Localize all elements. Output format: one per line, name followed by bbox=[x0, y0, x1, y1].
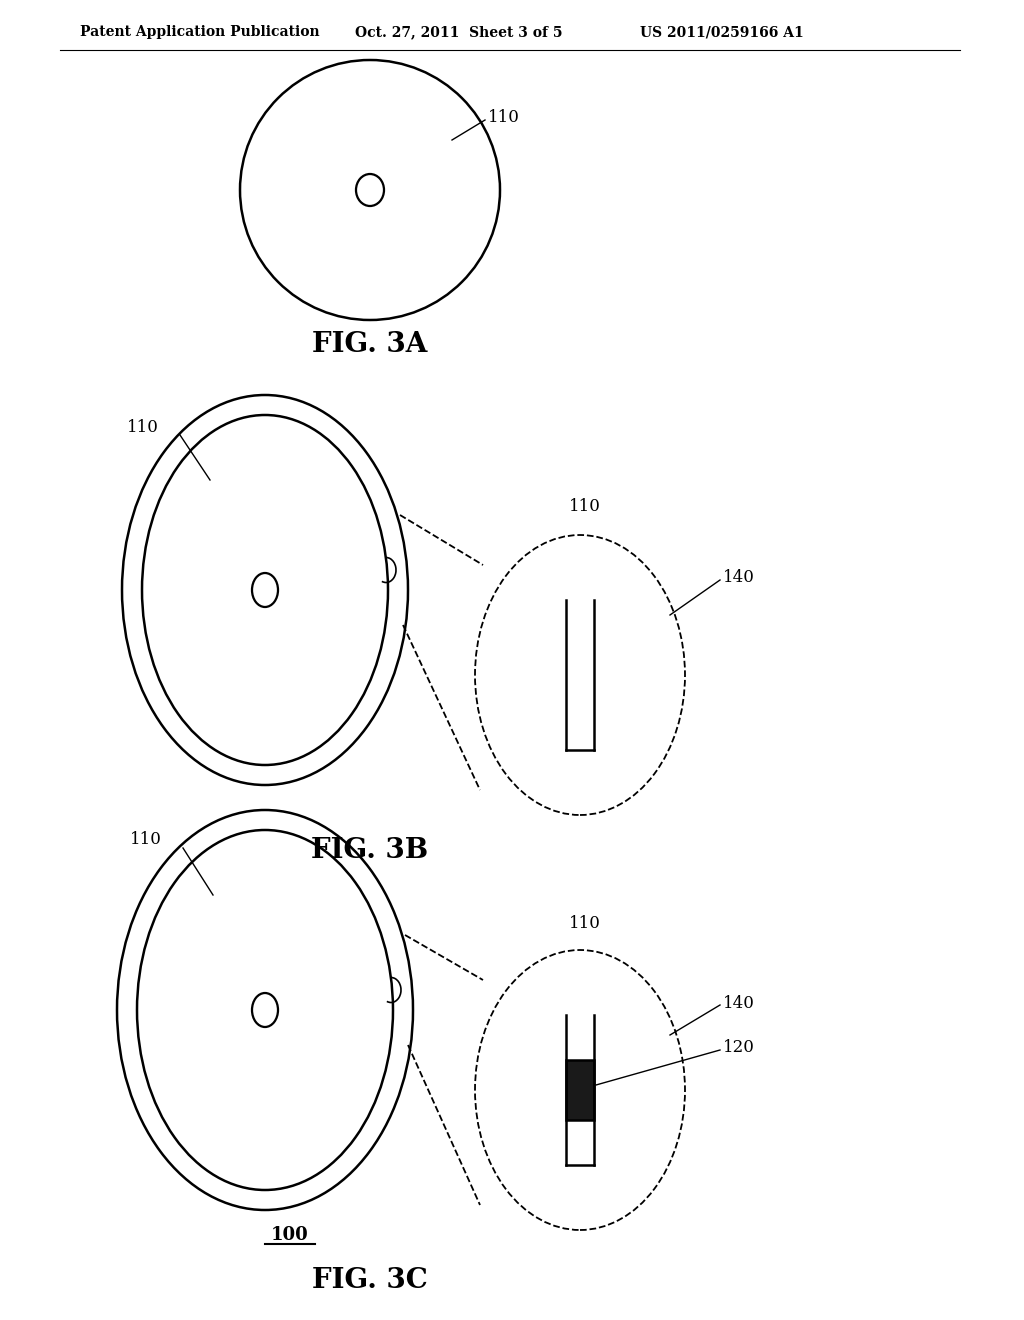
Text: 110: 110 bbox=[569, 915, 601, 932]
Text: 110: 110 bbox=[130, 832, 162, 849]
Text: 120: 120 bbox=[723, 1040, 755, 1056]
Text: Oct. 27, 2011  Sheet 3 of 5: Oct. 27, 2011 Sheet 3 of 5 bbox=[355, 25, 562, 40]
Text: 110: 110 bbox=[127, 418, 159, 436]
Text: 100: 100 bbox=[271, 1226, 309, 1243]
Text: FIG. 3C: FIG. 3C bbox=[312, 1266, 428, 1294]
Text: US 2011/0259166 A1: US 2011/0259166 A1 bbox=[640, 25, 804, 40]
Text: FIG. 3A: FIG. 3A bbox=[312, 331, 428, 359]
Text: 140: 140 bbox=[723, 569, 755, 586]
Text: Patent Application Publication: Patent Application Publication bbox=[80, 25, 319, 40]
Text: 110: 110 bbox=[488, 108, 520, 125]
Text: 110: 110 bbox=[569, 498, 601, 515]
Text: 140: 140 bbox=[723, 994, 755, 1011]
Bar bbox=[566, 1060, 594, 1119]
Text: FIG. 3B: FIG. 3B bbox=[311, 837, 429, 863]
